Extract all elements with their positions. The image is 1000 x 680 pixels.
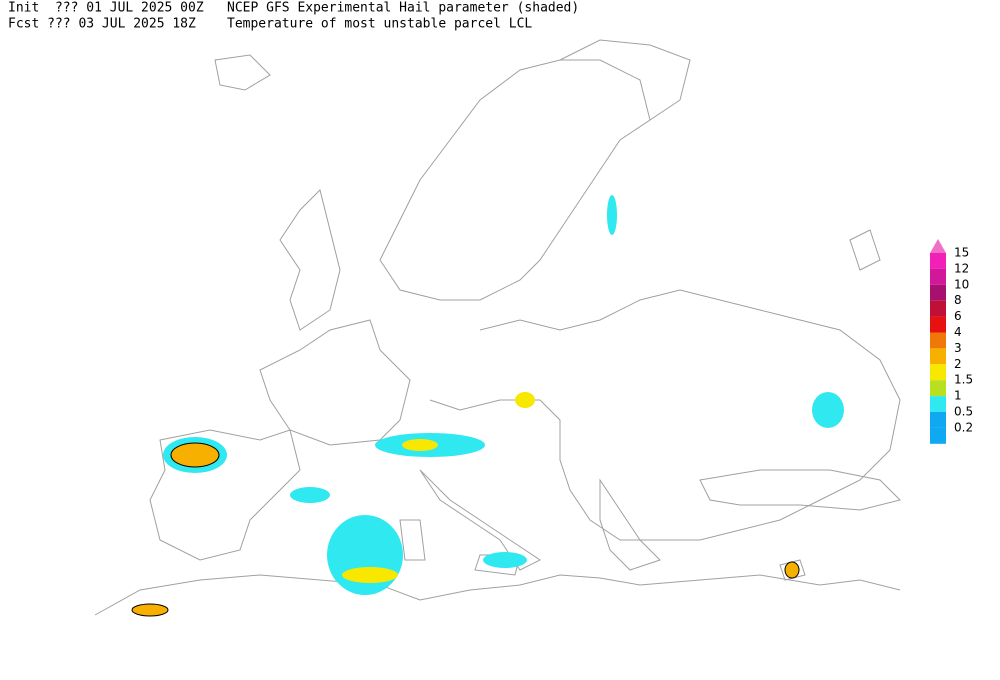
legend-label: 2 (954, 357, 962, 371)
legend-label: 1.5 (954, 373, 973, 387)
legend-label: 10 (954, 277, 969, 291)
legend-swatch (930, 348, 946, 365)
title: NCEP GFS Experimental Hail parameter (sh… (227, 1, 579, 16)
legend-swatch (930, 412, 946, 428)
legend-swatch (930, 316, 946, 333)
init-time: Init ??? 01 JUL 2025 00Z (8, 1, 204, 16)
legend-label: 4 (954, 325, 962, 339)
legend-label: 12 (954, 261, 969, 275)
legend-swatch (930, 300, 946, 317)
legend-swatch (930, 427, 946, 444)
coastlines (94, 39, 901, 616)
legend-swatch (930, 253, 946, 269)
subtitle: Temperature of most unstable parcel LCL (227, 17, 532, 32)
legend-label: 15 (954, 246, 969, 260)
legend-label: 0.2 (954, 420, 973, 434)
legend-label: 1 (954, 389, 962, 403)
legend-triangle (930, 239, 946, 253)
legend-swatch (930, 364, 946, 381)
legend-label: 8 (954, 293, 962, 307)
hail-shading (131, 195, 844, 617)
legend-label: 3 (954, 341, 962, 355)
forecast-time: Fcst ??? 03 JUL 2025 18Z (8, 17, 196, 32)
legend-swatch (930, 284, 946, 301)
legend-swatch (930, 380, 946, 397)
legend-label: 6 (954, 309, 962, 323)
legend-swatch (930, 396, 946, 412)
legend-swatch (930, 332, 946, 349)
legend-label: 0.5 (954, 405, 973, 419)
legend-swatch (930, 268, 946, 285)
